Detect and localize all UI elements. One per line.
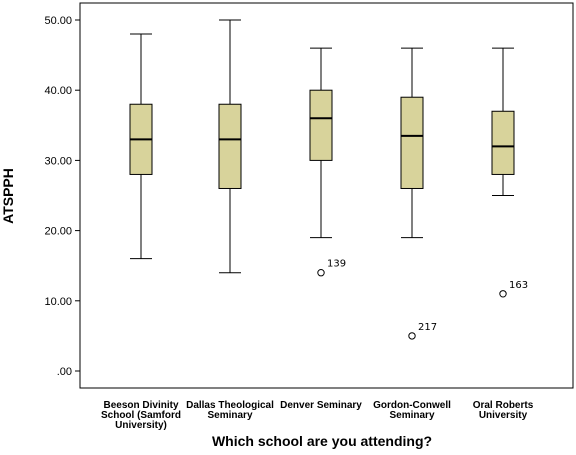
- outlier-point: [408, 332, 416, 340]
- outlier-label: 139: [327, 259, 346, 270]
- y-tick-label: 40.00: [44, 85, 72, 97]
- outlier-label: 163: [509, 280, 528, 291]
- outlier-label: 217: [418, 322, 437, 333]
- outlier-point: [317, 269, 325, 277]
- y-tick-label: .00: [57, 366, 72, 378]
- x-category-label: Beeson Divinity School (Samford University…: [101, 400, 181, 431]
- x-category-label: Denver Seminary: [280, 400, 362, 411]
- y-tick-label: 50.00: [44, 15, 72, 27]
- y-axis-ticks: .00 10.00 20.00 30.00 40.00 50.00: [44, 15, 80, 378]
- iqr-box: [218, 103, 242, 189]
- boxes-group: 139 217 163: [129, 19, 528, 340]
- x-category-label: Dallas Theological Seminary: [186, 400, 274, 421]
- y-axis-title: ATSPPH: [0, 168, 16, 224]
- x-category-label: Oral Roberts University: [473, 400, 534, 421]
- x-category-label: Gordon-Conwell Seminary: [373, 400, 451, 421]
- y-tick-label: 20.00: [44, 226, 72, 238]
- plot-frame: [79, 2, 574, 389]
- iqr-box: [400, 96, 424, 189]
- x-axis-category-labels: Beeson Divinity School (Samford University…: [101, 400, 534, 431]
- iqr-box: [309, 89, 333, 161]
- iqr-box: [491, 110, 515, 175]
- y-tick-label: 10.00: [44, 296, 72, 308]
- y-tick-label: 30.00: [44, 155, 72, 167]
- outlier-point: [499, 290, 507, 298]
- x-axis-title: Which school are you attending?: [212, 433, 432, 449]
